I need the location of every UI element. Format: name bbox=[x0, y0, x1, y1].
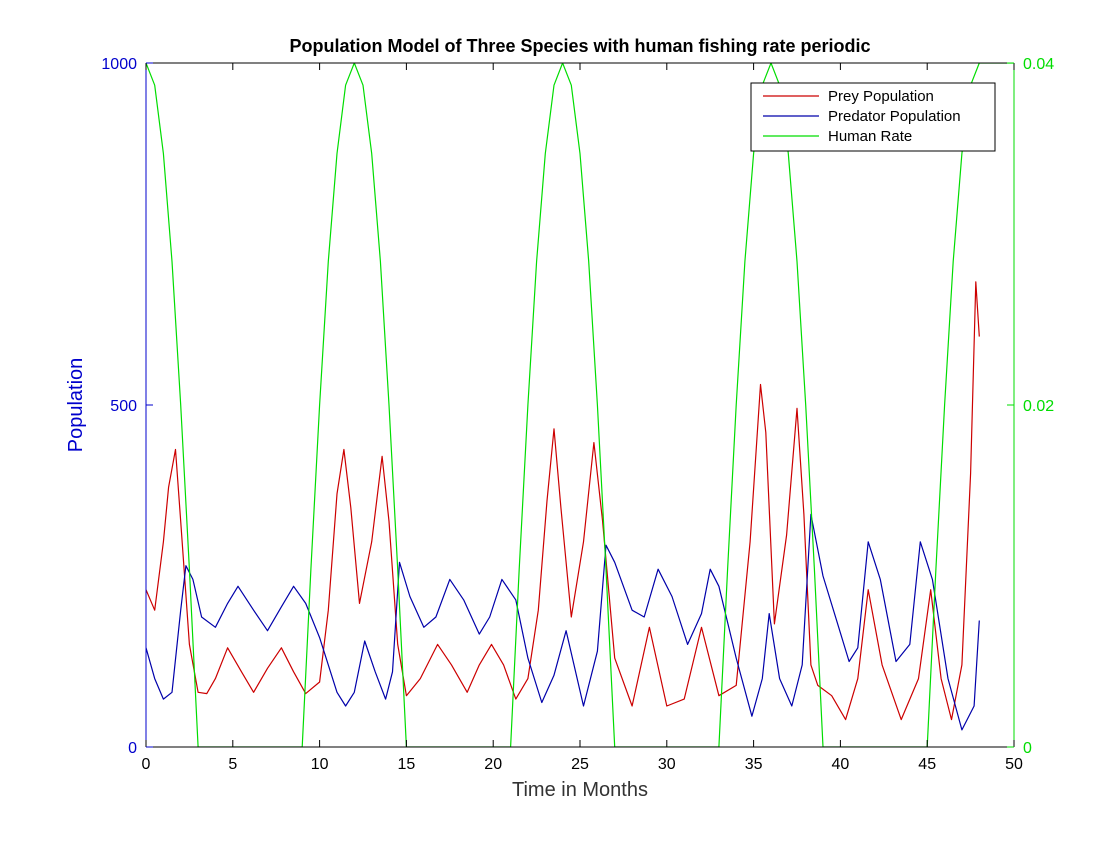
legend-label: Prey Population bbox=[828, 88, 934, 105]
y-left-tick-label: 1000 bbox=[101, 56, 137, 73]
legend: Prey Population Predator Population Human … bbox=[750, 82, 996, 152]
x-tick-label: 5 bbox=[228, 756, 237, 773]
x-tick-label: 0 bbox=[142, 756, 151, 773]
y-left-tick-label: 500 bbox=[110, 398, 137, 415]
x-tick-label: 45 bbox=[918, 756, 936, 773]
x-tick-label: 20 bbox=[484, 756, 502, 773]
x-tick-label: 35 bbox=[745, 756, 763, 773]
legend-label: Predator Population bbox=[828, 108, 961, 125]
legend-box bbox=[750, 82, 996, 152]
x-tick-label: 30 bbox=[658, 756, 676, 773]
y-right-tick-label: 0 bbox=[1023, 740, 1032, 757]
x-tick-label: 25 bbox=[571, 756, 589, 773]
series-line-prey-population bbox=[146, 281, 980, 721]
y-right-tick-label: 0.02 bbox=[1023, 398, 1054, 415]
y-right-tick-label: 0.04 bbox=[1023, 56, 1054, 73]
x-tick-label: 15 bbox=[398, 756, 416, 773]
x-tick-label: 50 bbox=[1005, 756, 1023, 773]
y-left-tick-label: 0 bbox=[128, 740, 137, 757]
x-axis-label: Time in Months bbox=[512, 779, 648, 801]
x-tick-label: 10 bbox=[311, 756, 329, 773]
chart-title: Population Model of Three Species with h… bbox=[289, 36, 870, 56]
x-tick-label: 40 bbox=[832, 756, 850, 773]
y-axis-label-left: Population bbox=[65, 358, 87, 453]
series-line-predator-population bbox=[146, 513, 980, 731]
series-line-human-rate bbox=[146, 63, 1014, 747]
legend-label: Human Rate bbox=[828, 128, 912, 145]
series-layer bbox=[146, 63, 1014, 747]
